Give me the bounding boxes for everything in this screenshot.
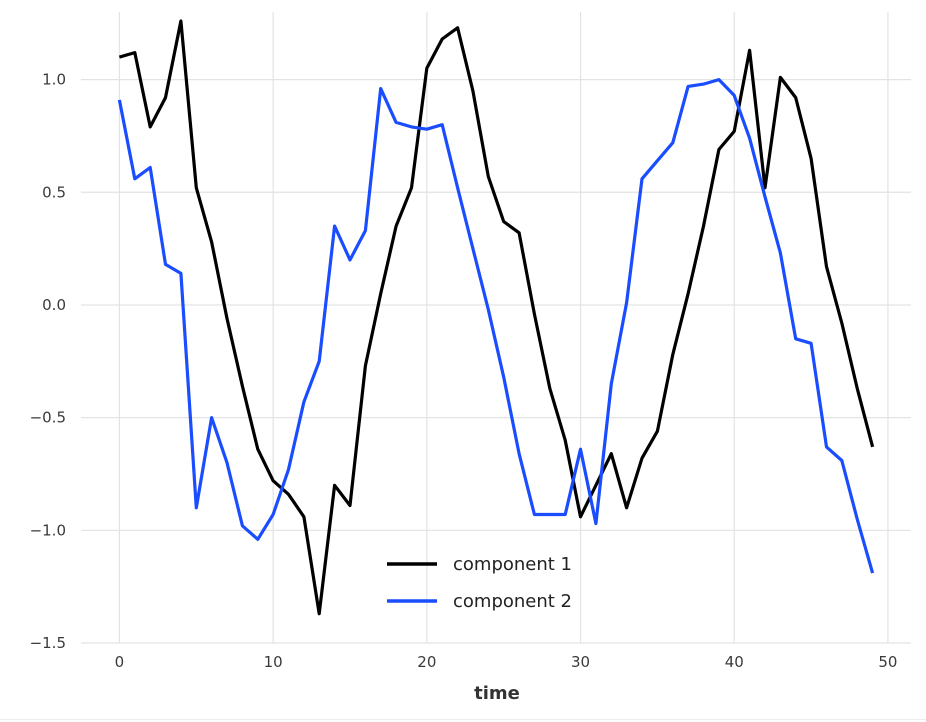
y-axis-ticks: −1.5 −1.0 −0.5 0.0 0.5 1.0 xyxy=(30,71,66,652)
y-tick-label: −1.5 xyxy=(30,634,66,652)
legend-label-1: component 1 xyxy=(453,554,572,575)
x-tick-label: 30 xyxy=(571,653,590,671)
x-tick-label: 20 xyxy=(417,653,436,671)
legend-label-2: component 2 xyxy=(453,591,572,612)
y-tick-label: −1.0 xyxy=(30,521,66,539)
x-tick-label: 50 xyxy=(878,653,897,671)
y-tick-label: −0.5 xyxy=(30,409,66,427)
legend: component 1 component 2 xyxy=(387,554,572,612)
series-line-2 xyxy=(117,77,875,574)
x-axis-title: time xyxy=(474,683,520,704)
x-tick-label: 10 xyxy=(264,653,283,671)
x-axis-ticks: 0 10 20 30 40 50 xyxy=(115,653,898,671)
x-tick-label: 0 xyxy=(115,653,125,671)
series-line-1 xyxy=(118,19,875,616)
y-tick-label: 1.0 xyxy=(42,71,66,89)
series-lines xyxy=(117,19,875,616)
y-tick-label: 0.5 xyxy=(42,183,66,201)
x-tick-label: 40 xyxy=(725,653,744,671)
grid xyxy=(81,12,911,644)
y-tick-label: 0.0 xyxy=(42,296,66,314)
